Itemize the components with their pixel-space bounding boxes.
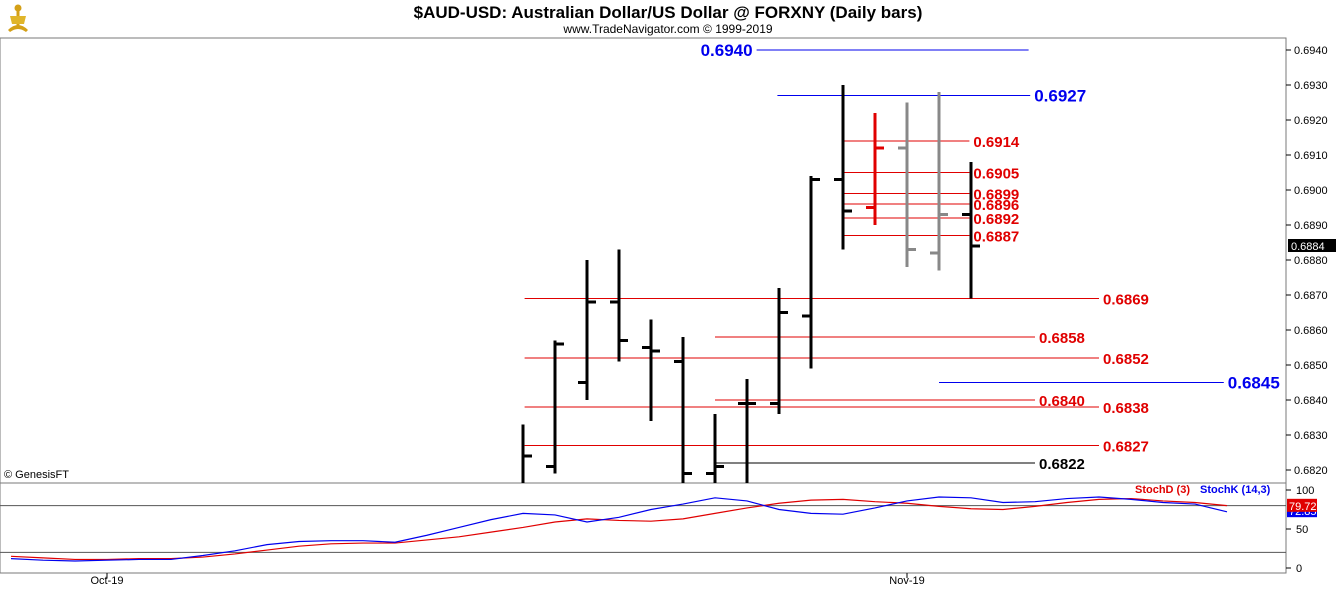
price-tick-label: 0.6860 xyxy=(1294,325,1328,337)
stoch-tick-label: 50 xyxy=(1296,524,1308,536)
price-tick-label: 0.6920 xyxy=(1294,115,1328,127)
level-label: 0.6899 xyxy=(973,187,1019,204)
level-label: 0.6927 xyxy=(1034,87,1086,106)
last-price-label: 0.6884 xyxy=(1291,241,1325,253)
stochd-value-flag xyxy=(1287,498,1317,512)
level-label: 0.6822 xyxy=(1039,456,1085,473)
level-label: 0.6852 xyxy=(1103,351,1149,368)
legend-stochk: StochK (14,3) xyxy=(1200,484,1271,496)
level-label: 0.6838 xyxy=(1103,400,1149,417)
level-label: 0.6840 xyxy=(1039,393,1085,410)
price-pane xyxy=(0,37,1287,484)
price-tick-label: 0.6830 xyxy=(1294,430,1328,442)
last-price-marker xyxy=(1288,239,1336,252)
stoch-line xyxy=(10,496,1228,562)
level-label: 0.6869 xyxy=(1103,292,1149,309)
level-label: 0.6827 xyxy=(1103,439,1149,456)
stochd-value-label: 79.72 xyxy=(1289,501,1317,513)
price-tick-label: 0.6890 xyxy=(1294,220,1328,232)
price-tick-label: 0.6940 xyxy=(1294,45,1328,57)
price-axis: 0.6820 0.6830 0.6840 0.6850 0.6860 0.6870 0.68… xyxy=(1286,45,1336,477)
level-label: 0.6887 xyxy=(973,229,1019,246)
ohlc-bars xyxy=(521,85,980,483)
indicator-pane xyxy=(0,482,1287,574)
legend-stochd: StochD (3) xyxy=(1135,484,1190,496)
logo-icon xyxy=(8,4,28,32)
price-tick-label: 0.6900 xyxy=(1294,185,1328,197)
stoch-line xyxy=(10,497,1228,561)
stochastic-lines xyxy=(0,496,1286,562)
level-label: 0.6896 xyxy=(973,197,1019,214)
level-label: 0.6858 xyxy=(1039,330,1085,347)
price-tick-label: 0.6910 xyxy=(1294,150,1328,162)
level-label: 0.6845 xyxy=(1228,374,1280,393)
chart-subtitle: www.TradeNavigator.com © 1999-2019 xyxy=(562,22,772,36)
copyright-label: © GenesisFT xyxy=(4,469,69,481)
price-tick-label: 0.6850 xyxy=(1294,360,1328,372)
level-label: 0.6905 xyxy=(973,166,1019,183)
time-tick-label: Nov-19 xyxy=(889,575,924,587)
chart-title: $AUD-USD: Australian Dollar/US Dollar @ … xyxy=(414,3,923,22)
time-axis: Oct-19 Nov-19 xyxy=(90,573,925,587)
stoch-tick-label: 0 xyxy=(1296,563,1302,575)
price-tick-label: 0.6820 xyxy=(1294,465,1328,477)
price-tick-label: 0.6870 xyxy=(1294,290,1328,302)
level-label: 0.6940 xyxy=(701,41,753,60)
time-tick-label: Oct-19 xyxy=(90,575,123,587)
price-tick-label: 0.6880 xyxy=(1294,255,1328,267)
stoch-tick-label: 100 xyxy=(1296,485,1314,497)
level-label: 0.6914 xyxy=(973,134,1020,151)
price-tick-label: 0.6840 xyxy=(1294,395,1328,407)
price-tick-label: 0.6930 xyxy=(1294,80,1328,92)
level-lines: 0.69400.69270.69140.69050.68990.68960.68… xyxy=(524,41,1280,473)
level-label: 0.6892 xyxy=(973,211,1019,228)
